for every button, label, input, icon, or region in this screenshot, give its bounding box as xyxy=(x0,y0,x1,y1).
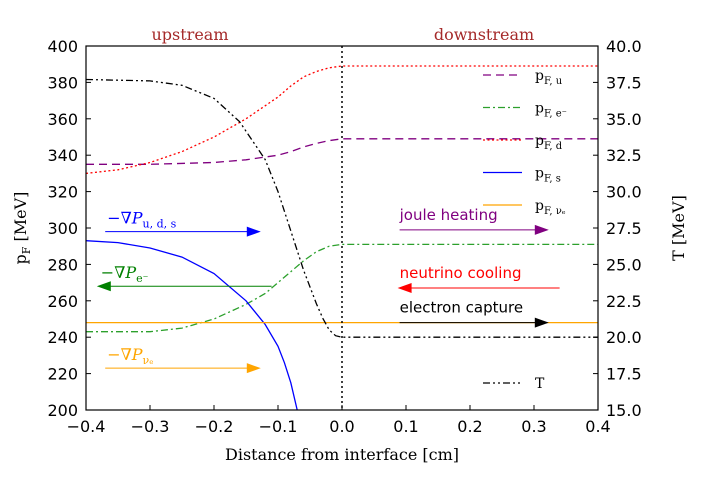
y2-tick-label: 25.0 xyxy=(606,255,642,274)
y2-tick-label: 20.0 xyxy=(606,328,642,347)
annotation-arrowhead-joule xyxy=(534,224,549,235)
y2-tick-label: 17.5 xyxy=(606,365,642,384)
legend-label: T xyxy=(535,376,545,392)
annotation-label-joule: joule heating xyxy=(399,206,498,224)
y2-axis-label: T [MeV] xyxy=(669,195,688,261)
series-line-p-f-e- xyxy=(86,243,598,333)
annotation-label-grad_nu: −∇Pνₑ xyxy=(107,345,153,367)
x-tick-label: 0.3 xyxy=(521,417,546,436)
x-tick-label: 0.1 xyxy=(393,417,418,436)
y2-tick-label: 40.0 xyxy=(606,37,642,56)
legend-label: pF, u xyxy=(535,68,563,87)
x-axis-label: Distance from interface [cm] xyxy=(225,445,459,464)
legend-label: pF, e⁻ xyxy=(535,101,567,120)
y-tick-label: 260 xyxy=(47,292,78,311)
upstream-label: upstream xyxy=(151,25,228,44)
y-tick-label: 320 xyxy=(47,183,78,202)
x-tick-label: 0.4 xyxy=(585,417,610,436)
legend-label: pF, s xyxy=(535,166,561,185)
annotation-arrowhead-grad_e xyxy=(96,281,111,292)
y-tick-label: 360 xyxy=(47,110,78,129)
y-tick-label: 300 xyxy=(47,219,78,238)
y-tick-label: 380 xyxy=(47,73,78,92)
annotation-arrowhead-grad_uds xyxy=(246,226,261,237)
y2-tick-label: 35.0 xyxy=(606,110,642,129)
annotation-label-neutrino: neutrino cooling xyxy=(400,264,522,282)
y-axis-right: 15.0 17.5 20.0 22.5 25.0 27.5 30.0 32.5 35.0 37.5… xyxy=(593,37,642,420)
y2-tick-label: 22.5 xyxy=(606,292,642,311)
y-tick-label: 400 xyxy=(47,37,78,56)
legend-label: pF, νₑ xyxy=(535,198,566,217)
x-tick-label: −0.4 xyxy=(67,417,106,436)
x-tick-label: −0.1 xyxy=(259,417,298,436)
y-axis-left: 200 220 240 260 280 300 320 340 360 380 400 xyxy=(47,37,91,420)
series-line-p-f-s xyxy=(86,240,298,410)
y-tick-label: 200 xyxy=(47,401,78,420)
y2-tick-label: 27.5 xyxy=(606,219,642,238)
series-layer xyxy=(86,65,598,410)
annotation-layer: −∇Pu, d, s −∇Pe⁻ −∇Pνₑ joule heating neutrin… xyxy=(96,206,560,374)
y-tick-label: 240 xyxy=(47,328,78,347)
y2-tick-label: 30.0 xyxy=(606,183,642,202)
x-axis: −0.4 −0.3 −0.2 −0.1 0.0 0.1 0.2 0.3 0.4 xyxy=(67,405,611,436)
y-tick-label: 220 xyxy=(47,365,78,384)
series-line-t xyxy=(86,78,598,338)
annotation-label-capture: electron capture xyxy=(400,299,523,317)
annotation-arrowhead-capture xyxy=(534,317,549,328)
annotation-label-grad_e: −∇Pe⁻ xyxy=(101,263,149,285)
downstream-label: downstream xyxy=(434,25,534,44)
annotation-arrowhead-neutrino xyxy=(397,283,412,294)
series-line-p-f-u xyxy=(86,138,598,165)
legend: pF, u pF, e⁻ pF, d pF, s pF, νₑ T xyxy=(483,68,567,392)
y-tick-label: 280 xyxy=(47,255,78,274)
x-tick-label: 0.2 xyxy=(457,417,482,436)
x-tick-label: −0.2 xyxy=(195,417,234,436)
y2-tick-label: 15.0 xyxy=(606,401,642,420)
x-tick-label: −0.3 xyxy=(131,417,170,436)
legend-label: pF, d xyxy=(535,133,563,152)
annotation-arrowhead-grad_nu xyxy=(246,363,261,374)
y-tick-label: 340 xyxy=(47,146,78,165)
series-line-p-f-d xyxy=(86,65,598,175)
y2-tick-label: 37.5 xyxy=(606,73,642,92)
annotation-label-grad_uds: −∇Pu, d, s xyxy=(107,209,176,231)
x-tick-label: 0.0 xyxy=(329,417,354,436)
y2-tick-label: 32.5 xyxy=(606,146,642,165)
y-axis-label: pF [MeV] xyxy=(11,192,33,265)
